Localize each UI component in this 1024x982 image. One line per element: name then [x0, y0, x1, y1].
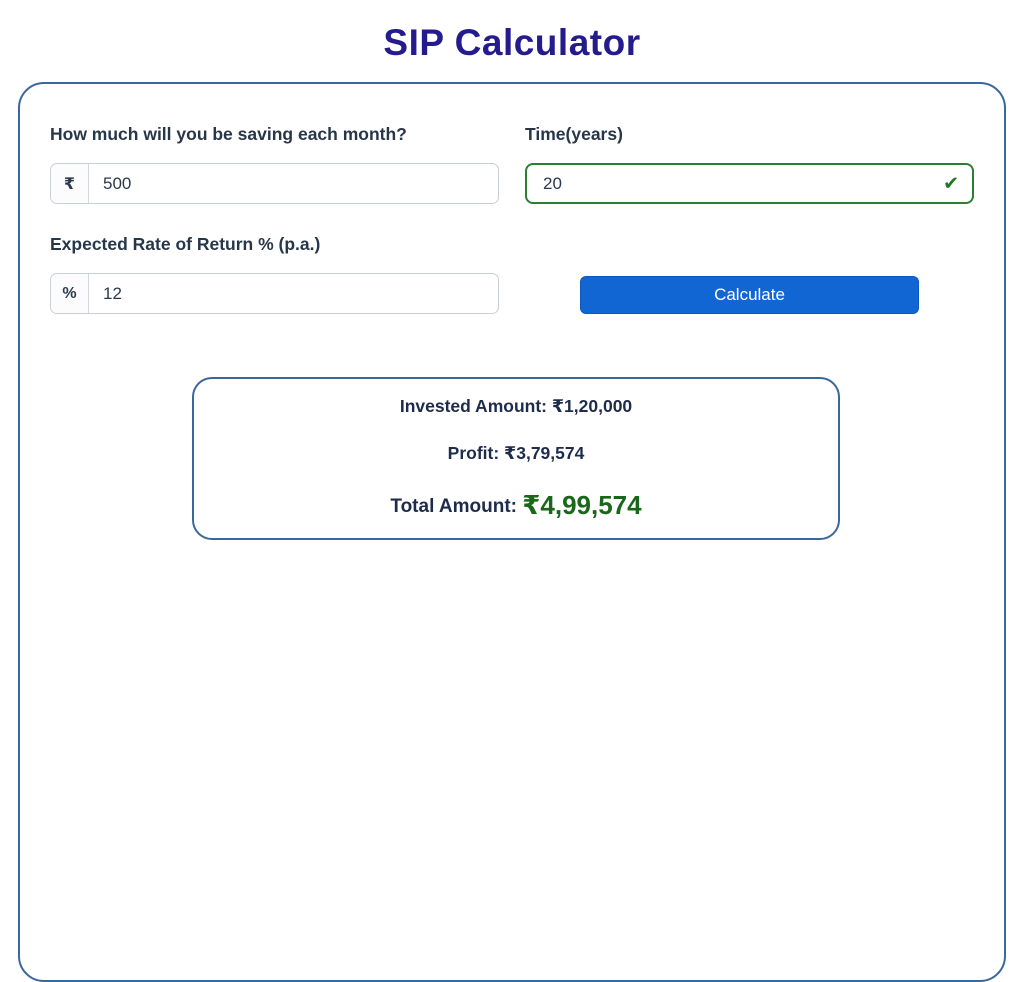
- button-cell: Calculate: [525, 234, 974, 314]
- rate-input-group: %: [50, 273, 499, 314]
- rate-input[interactable]: [89, 274, 498, 313]
- monthly-saving-input-group: ₹: [50, 163, 499, 204]
- rate-field: Expected Rate of Return % (p.a.) %: [50, 234, 499, 314]
- profit-label: Profit:: [447, 443, 500, 463]
- time-field: Time(years) ✔: [525, 124, 974, 204]
- calculate-button[interactable]: Calculate: [580, 276, 919, 314]
- calculator-form: How much will you be saving each month? …: [20, 84, 1004, 314]
- total-amount-line: Total Amount: ₹4,99,574: [194, 490, 838, 521]
- page-title: SIP Calculator: [383, 22, 641, 63]
- total-amount-value: ₹4,99,574: [522, 490, 642, 520]
- invested-amount-line: Invested Amount: ₹1,20,000: [194, 396, 838, 417]
- results-panel: Invested Amount: ₹1,20,000 Profit: ₹3,79…: [192, 377, 840, 540]
- calculator-card: How much will you be saving each month? …: [18, 82, 1006, 982]
- rupee-prefix-icon: ₹: [51, 164, 89, 203]
- monthly-saving-input[interactable]: [89, 164, 498, 203]
- monthly-saving-label: How much will you be saving each month?: [50, 124, 407, 144]
- total-amount-label: Total Amount:: [390, 496, 518, 517]
- profit-line: Profit: ₹3,79,574: [194, 443, 838, 464]
- invested-amount-value: ₹1,20,000: [551, 396, 633, 416]
- time-input[interactable]: [525, 163, 974, 204]
- time-input-wrap: ✔: [525, 163, 974, 204]
- time-label: Time(years): [525, 124, 623, 144]
- rate-label: Expected Rate of Return % (p.a.): [50, 234, 321, 254]
- monthly-saving-field: How much will you be saving each month? …: [50, 124, 499, 204]
- invested-amount-label: Invested Amount:: [399, 396, 547, 416]
- profit-value: ₹3,79,574: [504, 443, 585, 463]
- percent-prefix-icon: %: [51, 274, 89, 313]
